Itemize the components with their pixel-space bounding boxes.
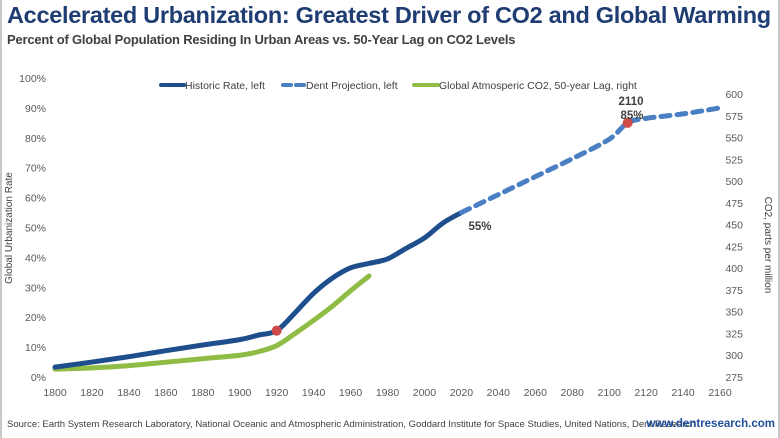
y-right-tick-label: 525 [725,154,743,166]
highlight-marker [271,325,282,336]
x-tick-label: 1880 [191,387,215,399]
website-link[interactable]: www.dentresearch.com [646,418,775,430]
y-tick-label: 10% [25,342,46,354]
x-tick-label: 1900 [228,387,252,399]
x-tick-label: 2120 [634,387,658,399]
annotation-55-percent: 55% [468,221,491,233]
series-layer [52,105,723,372]
x-tick-label: 1860 [154,387,178,399]
source-note: Source: Earth System Research Laboratory… [7,419,696,430]
x-tick-label: 1800 [43,387,67,399]
x-tick-label: 2160 [708,387,732,399]
series-projection-line [458,105,723,216]
y-right-tick-label: 375 [725,285,743,297]
legend-label-projection: Dent Projection, left [306,80,398,92]
y-tick-label: 100% [19,73,46,85]
y-right-tick-label: 550 [725,133,743,145]
y-right-tick-label: 300 [725,350,743,362]
x-tick-label: 2060 [524,387,548,399]
y-right-tick-label: 400 [725,263,743,275]
y-tick-label: 70% [25,163,46,175]
y-tick-label: 40% [25,252,46,264]
x-tick-label: 2080 [561,387,585,399]
y-right-tick-label: 425 [725,241,743,253]
chart-title: Accelerated Urbanization: Greatest Drive… [7,2,771,28]
y-right-tick-label: 500 [725,176,743,188]
annotation-85-percent: 85% [620,110,643,122]
x-tick-label: 2040 [487,387,511,399]
y-right-tick-label: 575 [725,111,743,123]
y-axis-right-title: CO2, parts per million [762,197,773,294]
x-tick-label: 1820 [80,387,104,399]
legend-label-historic: Historic Rate, left [185,80,265,92]
chart-subtitle: Percent of Global Population Residing In… [7,32,516,47]
annotation-2110-year: 2110 [619,96,644,108]
y-tick-label: 30% [25,282,46,294]
y-right-tick-label: 450 [725,220,743,232]
y-right-tick-label: 475 [725,198,743,210]
y-tick-label: 60% [25,193,46,205]
y-tick-label: 90% [25,103,46,115]
x-tick-label: 1840 [117,387,141,399]
series-co2-line [52,273,372,372]
y-right-tick-label: 275 [725,372,743,384]
x-tick-label: 2020 [450,387,474,399]
x-tick-label: 2140 [671,387,695,399]
legend-label-co2: Global Atmosperic CO2, 50-year Lag, righ… [439,80,637,92]
y-tick-label: 50% [25,223,46,235]
legend: Historic Rate, left Dent Projection, lef… [159,80,637,92]
y-right-tick-label: 350 [725,307,743,319]
marker-layer [271,117,633,336]
y-right-tick-label: 325 [725,328,743,340]
y-tick-label: 80% [25,133,46,145]
series-historic-line [52,210,464,370]
y-tick-label: 0% [31,372,46,384]
x-tick-label: 2000 [413,387,437,399]
highlight-marker [622,117,633,128]
x-tick-label: 1940 [302,387,326,399]
x-axis-ticks: 1800 1820 1840 1860 1880 1900 1920 1940 1960 1980… [43,387,732,399]
y-tick-label: 20% [25,312,46,324]
x-tick-label: 1960 [339,387,363,399]
x-tick-label: 1980 [376,387,400,399]
y-right-tick-label: 600 [725,89,743,101]
x-tick-label: 2100 [597,387,621,399]
y-axis-right-ticks: 275 300 325 350 375 400 425 450 475 500 525 550 575 6… [725,89,743,384]
x-tick-label: 1920 [265,387,289,399]
y-axis-left-title: Global Urbanization Rate [4,172,15,284]
y-axis-left-ticks: 0% 10% 20% 30% 40% 50% 60% 70% 80% 90% 100% [19,73,46,384]
